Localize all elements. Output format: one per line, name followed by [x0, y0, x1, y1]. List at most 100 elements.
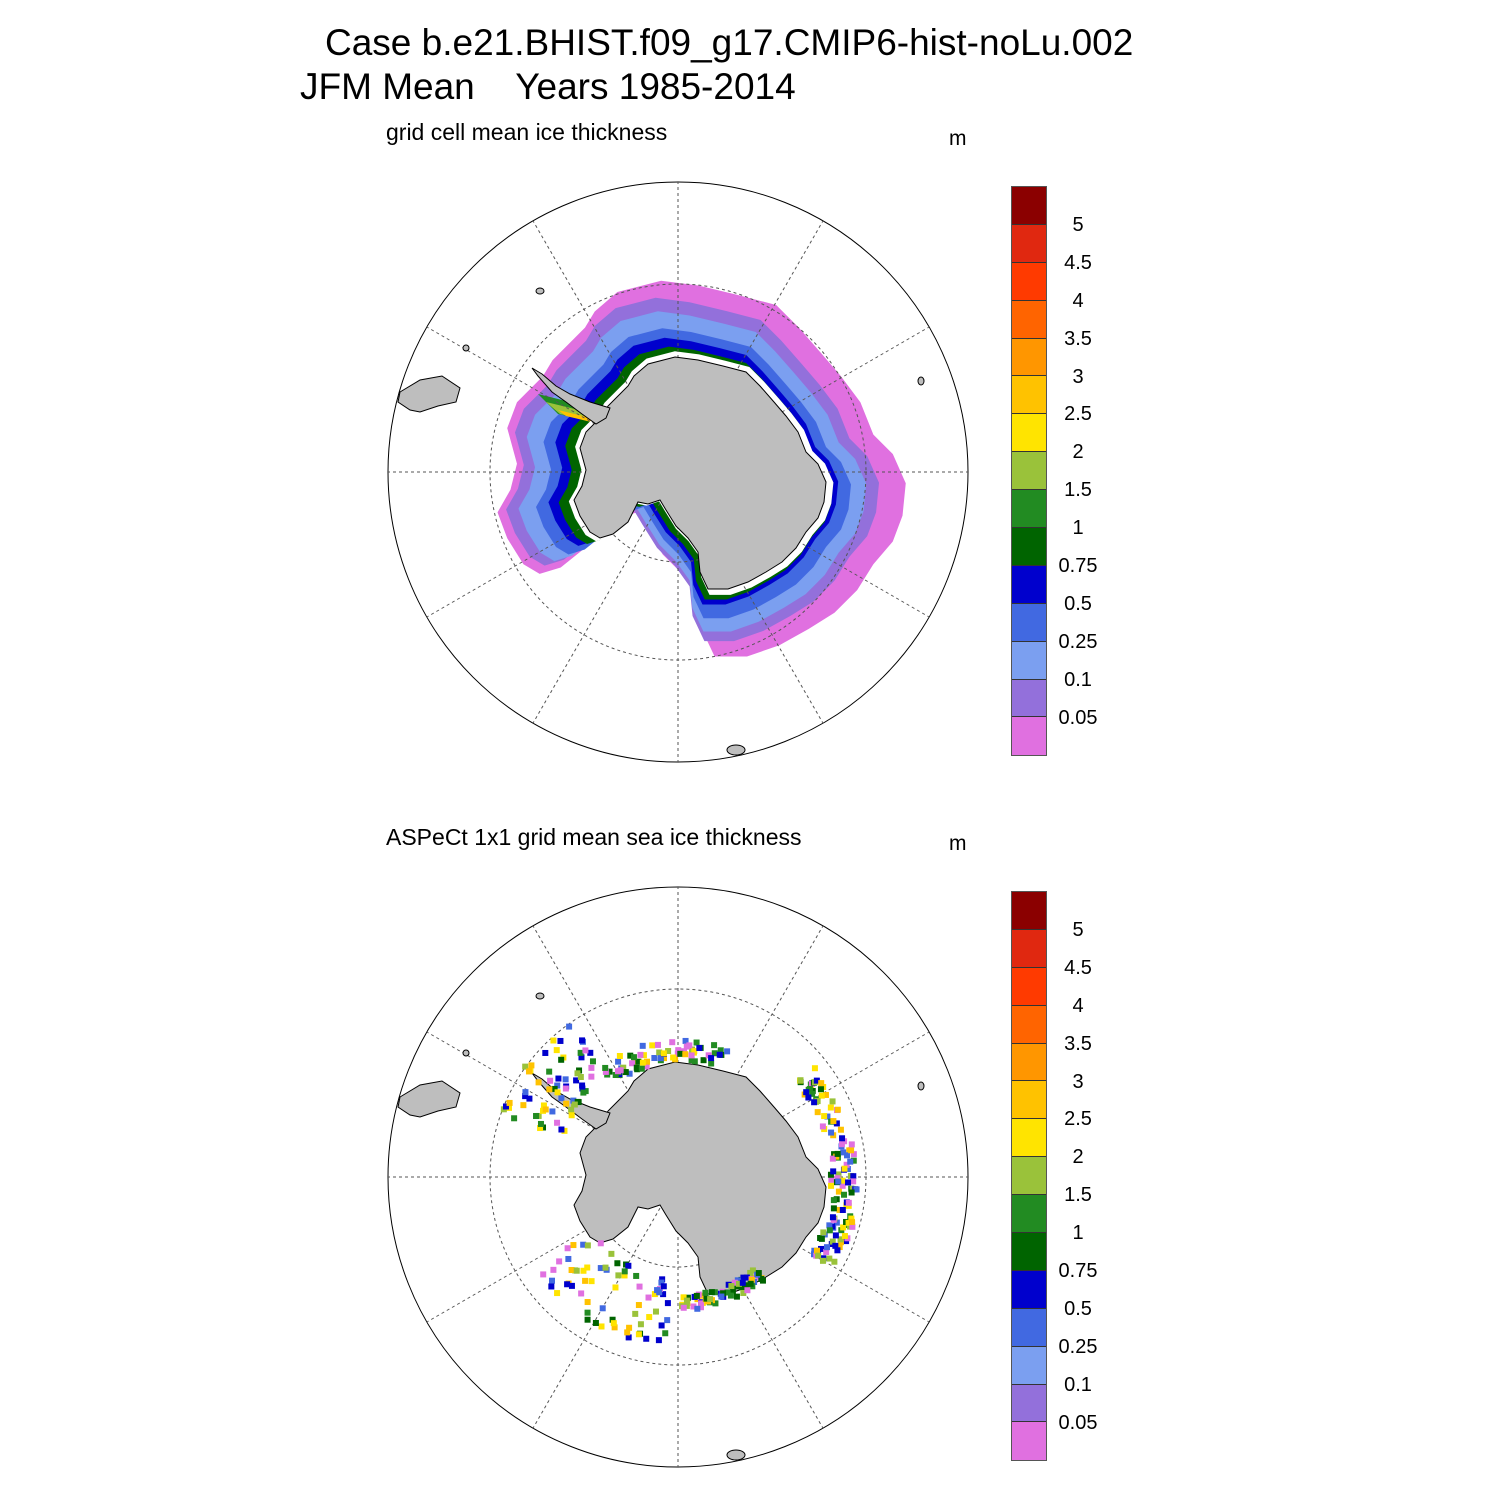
thickness-cell [662, 1330, 669, 1337]
thickness-cell [558, 1095, 565, 1102]
island [917, 1081, 925, 1091]
thickness-cell [573, 1267, 580, 1274]
thickness-cell [526, 1095, 533, 1102]
thickness-cell [554, 1082, 561, 1089]
colorbar-tick-label: 1.5 [1064, 1184, 1092, 1207]
thickness-cell [819, 1257, 826, 1264]
thickness-cell [711, 1042, 718, 1049]
thickness-cell [565, 1255, 572, 1262]
thickness-cell [522, 1063, 529, 1070]
thickness-cell [831, 1258, 838, 1265]
colorbar-tick-label: 4 [1072, 994, 1084, 1017]
thickness-cell [744, 1287, 751, 1294]
thickness-cell [578, 1054, 585, 1061]
thickness-cell [665, 1048, 672, 1055]
thickness-cell [818, 1080, 825, 1087]
south-america-tip [397, 375, 461, 413]
thickness-cell [639, 1059, 646, 1066]
thickness-cell [670, 1054, 677, 1061]
thickness-cell [582, 1047, 589, 1054]
colorbar-tick-label: 4 [1072, 289, 1084, 312]
colorbar-swatch [1012, 338, 1046, 377]
thickness-cell [806, 1086, 813, 1093]
thickness-cell [588, 1064, 595, 1071]
thickness-cell [550, 1266, 557, 1273]
thickness-cell [511, 1115, 518, 1122]
colorbar-tick-label: 0.25 [1058, 630, 1098, 653]
thickness-cell [700, 1057, 707, 1064]
thickness-cell [609, 1316, 616, 1323]
thickness-cell [836, 1206, 843, 1213]
panel-2-colorbar [1011, 891, 1047, 1462]
island [462, 344, 470, 352]
thickness-cell [661, 1055, 668, 1062]
thickness-cell [502, 1103, 509, 1110]
thickness-cell [614, 1260, 621, 1267]
thickness-cell [724, 1289, 731, 1296]
thickness-cell [587, 1049, 594, 1056]
thickness-cell [707, 1296, 714, 1303]
colorbar-tick-label: 1.5 [1064, 479, 1092, 502]
thickness-cell [693, 1039, 700, 1046]
thickness-cell [755, 1270, 762, 1277]
thickness-cell [651, 1054, 658, 1061]
thickness-cell [610, 1320, 617, 1327]
thickness-cell [841, 1191, 848, 1198]
thickness-cell [837, 1236, 844, 1243]
thickness-cell [522, 1093, 529, 1100]
thickness-cell [817, 1086, 824, 1093]
thickness-cell [708, 1060, 715, 1067]
thickness-cell [832, 1232, 839, 1239]
thickness-cell [718, 1293, 725, 1300]
thickness-cell [830, 1205, 837, 1212]
thickness-cell [708, 1055, 715, 1062]
thickness-cell [630, 1054, 637, 1061]
thickness-cell [814, 1098, 821, 1105]
thickness-cell [664, 1317, 671, 1324]
thickness-cell [717, 1047, 724, 1054]
thickness-cell [584, 1316, 591, 1323]
thickness-cell [570, 1242, 577, 1249]
thickness-cell [747, 1280, 754, 1287]
thickness-cell [841, 1232, 848, 1239]
thickness-cell [845, 1179, 852, 1186]
thickness-cell [611, 1324, 618, 1331]
thickness-cell [826, 1227, 833, 1234]
thickness-cell [588, 1073, 595, 1080]
thickness-cell [646, 1314, 653, 1321]
thickness-cell [635, 1058, 642, 1065]
colorbar-tick-label: 3.5 [1064, 327, 1092, 350]
island [917, 376, 925, 386]
thickness-cell [574, 1070, 581, 1077]
meridian-line [532, 1176, 679, 1429]
south-america-tip [397, 1080, 461, 1118]
thickness-cell [584, 1309, 591, 1316]
colorbar-swatch [1012, 1308, 1046, 1347]
thickness-cell [694, 1305, 701, 1312]
thickness-cell [638, 1065, 645, 1072]
thickness-cell [612, 1071, 619, 1078]
colorbar-tick-label: 2.5 [1064, 403, 1092, 426]
thickness-cell [580, 1267, 587, 1274]
thickness-cell [645, 1294, 652, 1301]
thickness-cell [635, 1331, 642, 1338]
thickness-cell [580, 1089, 587, 1096]
thickness-cell [822, 1091, 829, 1098]
thickness-cell [729, 1288, 736, 1295]
thickness-cell [506, 1099, 513, 1106]
panel-2-units: m [949, 832, 967, 855]
thickness-cell [640, 1052, 647, 1059]
thickness-cell [602, 1264, 609, 1271]
island [535, 992, 545, 1000]
thickness-cell [568, 1267, 575, 1274]
colorbar-swatch [1012, 262, 1046, 301]
colorbar-tick-label: 4.5 [1064, 956, 1092, 979]
thickness-cell [637, 1321, 644, 1328]
thickness-cell [677, 1050, 684, 1057]
thickness-cell [654, 1041, 661, 1048]
thickness-cell [579, 1082, 586, 1089]
thickness-cell [571, 1101, 578, 1108]
colorbar-swatch [1012, 1270, 1046, 1309]
colorbar-tick-label: 0.1 [1064, 1373, 1092, 1396]
colorbar-swatch [1012, 224, 1046, 263]
